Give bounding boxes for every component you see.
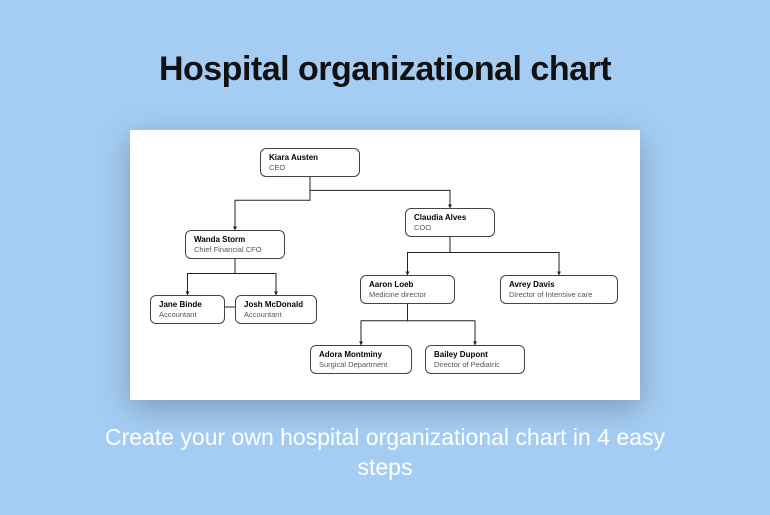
node-role: Surgical Department [319, 360, 403, 369]
node-medicine-director: Aaron LoebMedicine director [360, 275, 455, 304]
node-name: Josh McDonald [244, 300, 308, 310]
node-name: Jane Binde [159, 300, 216, 310]
page-subtitle: Create your own hospital organizational … [0, 423, 770, 483]
node-role: COO [414, 223, 486, 232]
node-role: CEO [269, 163, 351, 172]
node-role: Medicine director [369, 290, 446, 299]
node-ceo: Kiara AustenCEO [260, 148, 360, 177]
node-accountant-2: Josh McDonaldAccountant [235, 295, 317, 324]
node-coo: Claudia AlvesCOO [405, 208, 495, 237]
node-role: Accountant [244, 310, 308, 319]
node-name: Avrey Davis [509, 280, 609, 290]
orgchart-inner: Kiara AustenCEO Wanda StormChief Financi… [130, 130, 640, 400]
orgchart-panel: Kiara AustenCEO Wanda StormChief Financi… [130, 130, 640, 400]
node-role: Chief Financial CFO [194, 245, 276, 254]
node-role: Director of Pediatric [434, 360, 516, 369]
node-name: Wanda Storm [194, 235, 276, 245]
node-role: Director of Intensive care [509, 290, 609, 299]
node-cfo: Wanda StormChief Financial CFO [185, 230, 285, 259]
node-accountant-1: Jane BindeAccountant [150, 295, 225, 324]
node-pediatric: Bailey DupontDirector of Pediatric [425, 345, 525, 374]
page-canvas: Hospital organizational chart Kiara Aust… [0, 0, 770, 515]
node-role: Accountant [159, 310, 216, 319]
node-intensive-care: Avrey DavisDirector of Intensive care [500, 275, 618, 304]
node-surgical: Adora MontminySurgical Department [310, 345, 412, 374]
node-name: Bailey Dupont [434, 350, 516, 360]
node-name: Kiara Austen [269, 153, 351, 163]
node-name: Claudia Alves [414, 213, 486, 223]
page-title: Hospital organizational chart [0, 50, 770, 89]
node-name: Adora Montminy [319, 350, 403, 360]
node-name: Aaron Loeb [369, 280, 446, 290]
